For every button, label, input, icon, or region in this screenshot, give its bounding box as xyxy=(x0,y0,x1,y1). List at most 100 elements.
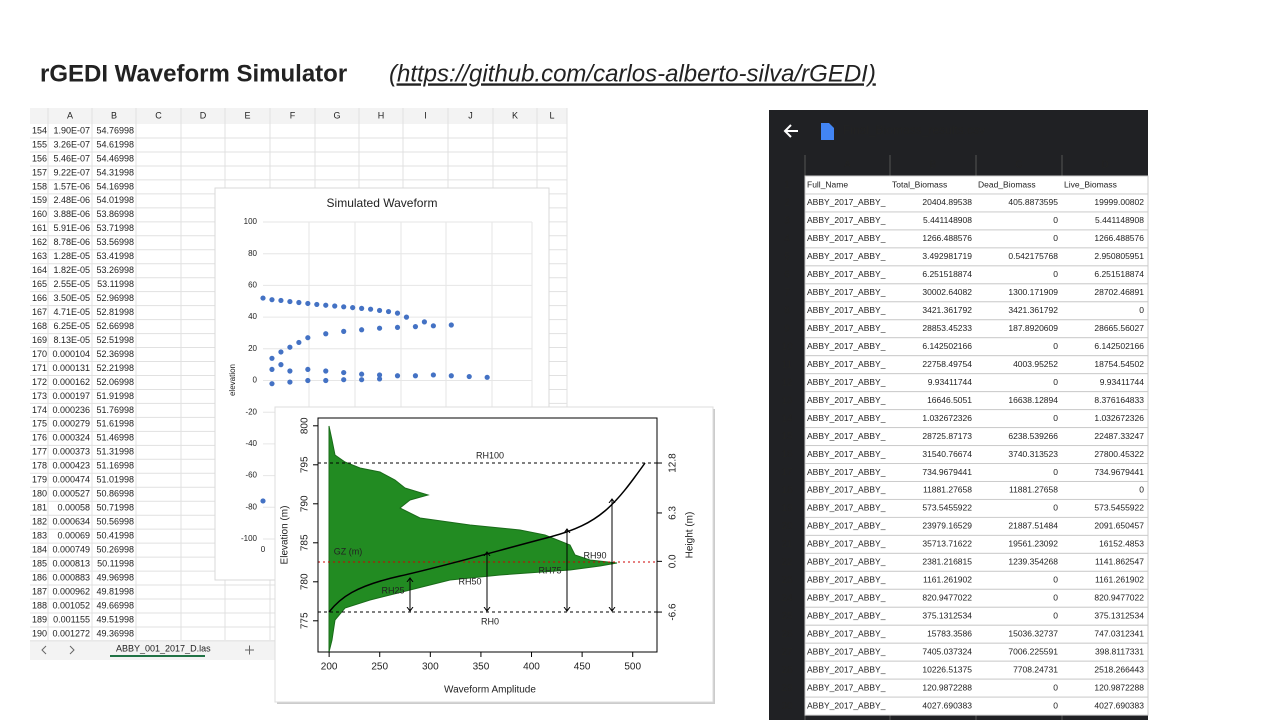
tab-nav-icons[interactable] xyxy=(41,645,254,655)
cell: ABBY_2017_ABBY_ xyxy=(807,521,886,531)
data-point xyxy=(376,325,383,331)
row-number: 164 xyxy=(32,265,47,275)
cell: 1266.488576 xyxy=(1094,233,1144,243)
cell: 0 xyxy=(1139,305,1144,315)
data-point xyxy=(305,366,311,373)
data-point xyxy=(412,324,419,330)
x-tick-label: 250 xyxy=(371,662,388,673)
cell: 734.9679441 xyxy=(922,467,972,477)
y2-axis-label: Height (m) xyxy=(685,512,696,559)
row-number: 15 xyxy=(781,431,793,442)
cell: 4.71E-05 xyxy=(53,307,90,317)
row-number: 188 xyxy=(32,600,47,610)
data-point xyxy=(341,377,347,383)
cell: ABBY_2017_ABBY_ xyxy=(807,449,886,459)
data-point xyxy=(341,328,347,334)
row-number: 28 xyxy=(781,665,793,676)
cell: 22487.33247 xyxy=(1094,431,1144,441)
row-number: 26 xyxy=(781,629,793,640)
cell: 0.001052 xyxy=(52,600,90,610)
cell: 49.36998 xyxy=(96,628,134,638)
row-number: 176 xyxy=(32,433,47,443)
cell: 0.000162 xyxy=(52,377,90,387)
cell: 573.5455922 xyxy=(922,503,972,513)
cell: 0 xyxy=(1053,233,1058,243)
y-tick-label: 60 xyxy=(248,281,257,290)
column-header: C xyxy=(155,110,162,120)
cell: 8.78E-06 xyxy=(53,237,90,247)
row-number: 5 xyxy=(784,252,790,263)
cell: ABBY_2017_ABBY_ xyxy=(807,269,886,279)
row-number: 24 xyxy=(781,593,793,604)
cell: 2.55E-05 xyxy=(53,279,90,289)
cell: 2.48E-06 xyxy=(53,195,90,205)
row-number: 17 xyxy=(781,467,793,478)
cell: 0.001272 xyxy=(52,628,90,638)
y-tick-label: 80 xyxy=(248,249,257,258)
rh-arrows xyxy=(410,499,612,611)
row-number: 14 xyxy=(781,413,793,424)
cell: ABBY_2017_ABBY_ xyxy=(807,215,886,225)
y-tick-label: -20 xyxy=(245,407,257,416)
cell: ABBY_2017_ABBY_ xyxy=(807,575,886,585)
data-point xyxy=(430,323,436,329)
cell: 53.11998 xyxy=(97,279,134,289)
cell: 11881.27658 xyxy=(923,485,972,495)
repo-link[interactable]: (https://github.com/carlos-alberto-silva… xyxy=(389,60,876,87)
y-tick-label: 20 xyxy=(248,344,257,353)
cell: ABBY_2017_ABBY_ xyxy=(807,341,886,351)
slide-title: rGEDI Waveform Simulator xyxy=(40,60,347,87)
cell: 9.93411744 xyxy=(1100,377,1145,387)
cell: 11881.27658 xyxy=(1009,485,1058,495)
sheet-tab[interactable]: ABBY_001_2017_D.las xyxy=(116,643,211,653)
data-point xyxy=(323,302,329,308)
cell: ABBY_2017_ABBY_ xyxy=(807,485,886,495)
cell: 2.950805951 xyxy=(1094,251,1144,261)
file-name: Final_Biomass_results.csv xyxy=(843,123,985,137)
x-tick-label: 400 xyxy=(523,662,540,673)
cell: ABBY_2017_ABBY_ xyxy=(807,413,886,423)
data-point xyxy=(376,376,383,382)
data-point xyxy=(341,369,347,376)
cell: 1161.261902 xyxy=(1095,575,1144,585)
cell: 51.01998 xyxy=(96,475,134,485)
row-number: 186 xyxy=(32,572,47,582)
data-point xyxy=(278,349,284,355)
cell: 21887.51484 xyxy=(1008,521,1058,531)
column-header: H xyxy=(378,110,385,120)
cell: ABBY_2017_ABBY_ xyxy=(807,646,886,656)
x-tick-label: 500 xyxy=(624,662,641,673)
cell: 120.9872288 xyxy=(922,682,972,692)
data-point xyxy=(341,304,347,310)
cell: 53.41998 xyxy=(96,251,134,261)
cell: 8.13E-05 xyxy=(53,335,90,345)
data-point xyxy=(350,304,356,311)
cell: 18754.54502 xyxy=(1094,359,1144,369)
cell: 23979.16529 xyxy=(922,521,972,531)
cell: 9.93411744 xyxy=(928,377,973,387)
column-header: I xyxy=(424,110,427,120)
cell: 6238.539266 xyxy=(1008,431,1058,441)
data-point xyxy=(305,377,311,384)
cell: 53.86998 xyxy=(96,209,134,219)
cell: 375.1312534 xyxy=(1094,611,1144,621)
cell: 573.5455922 xyxy=(1094,503,1144,513)
y2-tick-label: 6.3 xyxy=(668,506,679,520)
cell: Live_Biomass xyxy=(1064,179,1117,189)
cell: 31540.76674 xyxy=(922,449,972,459)
back-button[interactable] xyxy=(783,124,798,138)
row-number: 159 xyxy=(32,195,47,205)
data-point xyxy=(385,308,392,315)
row-number: 175 xyxy=(32,419,47,429)
cell: 51.76998 xyxy=(96,405,134,415)
cell: ABBY_2017_ABBY_ xyxy=(807,629,886,639)
cell: 50.11998 xyxy=(97,558,134,568)
cell: 16152.4853 xyxy=(1099,539,1144,549)
cell: ABBY_2017_ABBY_ xyxy=(807,503,886,513)
cell: Full_Name xyxy=(807,179,848,189)
cell: ABBY_2017_ABBY_ xyxy=(807,431,886,441)
y-tick-label: 800 xyxy=(300,417,311,434)
data-point xyxy=(323,377,329,384)
cell: 0.000813 xyxy=(52,558,90,568)
